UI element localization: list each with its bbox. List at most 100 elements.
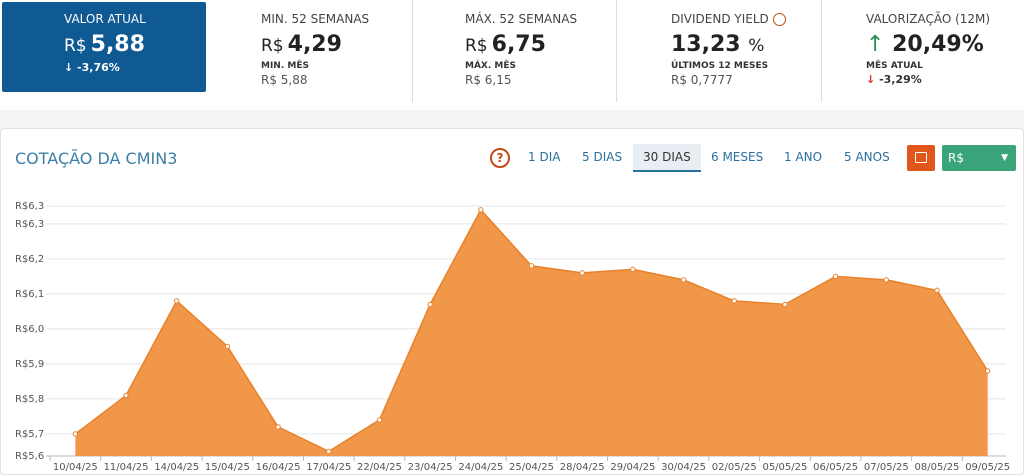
value: 5,88 <box>90 32 145 57</box>
sub-value: R$ 0,7777 <box>671 73 733 87</box>
point <box>731 298 737 304</box>
x-tick-label: 23/04/25 <box>408 462 453 473</box>
card-value: 13,23 % <box>671 32 786 57</box>
y-tick-label: R$5,8 <box>15 394 44 405</box>
calendar-button[interactable] <box>907 145 935 171</box>
point <box>275 424 281 430</box>
value: 4,29 <box>287 32 342 57</box>
sub-label: MIN. MÊS <box>261 61 309 71</box>
x-tick-label: 10/04/25 <box>53 462 98 473</box>
card-label: VALOR ATUAL <box>64 12 146 26</box>
point <box>224 343 231 350</box>
x-tick-label: 16/04/25 <box>256 462 301 473</box>
card: DIVIDEND YIELD 13,23 % ÚLTIMOS 12 MESES … <box>671 2 786 92</box>
separator <box>412 0 413 102</box>
card-label: MIN. 52 SEMANAS <box>261 12 370 26</box>
y-tick-label: R$6,0 <box>15 324 44 335</box>
point <box>326 448 332 455</box>
card: VALORIZAÇÃO (12M) ↑ 20,49% MÊS ATUAL ↓ -… <box>866 2 990 92</box>
x-tick-label: 15/04/25 <box>205 462 250 473</box>
x-tick-label: 02/05/25 <box>712 462 757 473</box>
x-tick-label: 08/05/25 <box>915 462 960 473</box>
card: VALOR ATUAL R$ 5,88 ↓ -3,76% <box>2 2 206 92</box>
card-value: R$ 4,29 <box>261 32 369 57</box>
change: ↓ -3,76% <box>64 61 120 74</box>
point <box>934 287 940 294</box>
y-tick-label: R$6,1 <box>15 289 44 300</box>
change-value: -3,29% <box>879 73 922 86</box>
range-button[interactable]: 30 DIAS <box>633 144 701 172</box>
card: MÁX. 52 SEMANAS R$ 6,75 MÁX. MÊS R$ 6,15 <box>465 2 577 92</box>
range-button[interactable]: 5 ANOS <box>844 150 890 164</box>
range-button[interactable]: 5 DIAS <box>582 150 623 164</box>
y-tick-label: R$5,6 <box>15 451 44 462</box>
summary: VALOR ATUAL R$ 5,88 ↓ -3,76% MIN. 52 SEMA… <box>0 0 1024 110</box>
x-tick-label: 07/05/25 <box>864 462 909 473</box>
x-tick-label: 30/04/25 <box>661 462 706 473</box>
x-tick-label: 24/04/25 <box>458 462 503 473</box>
x-tick-label: 05/05/25 <box>762 462 807 473</box>
point <box>579 270 585 276</box>
range-button[interactable]: 6 MESES <box>711 150 764 164</box>
separator <box>616 0 617 102</box>
unit: % <box>748 36 765 56</box>
point <box>376 417 383 423</box>
card-label: DIVIDEND YIELD <box>671 12 786 26</box>
area <box>75 209 988 456</box>
chart-panel: R$5,6 R$5,7 R$5,8 R$5,9 R$6,0 R$6,1 R$6,2 R$6,3… <box>0 128 1024 475</box>
point <box>427 301 433 308</box>
x-tick-label: 22/04/25 <box>357 462 402 473</box>
card-value: R$ 5,88 <box>64 32 206 57</box>
point <box>883 277 889 283</box>
card-label: MÁX. 52 SEMANAS <box>465 12 578 26</box>
point <box>72 431 79 437</box>
sub-value: R$ 5,88 <box>261 73 308 87</box>
chart-title: COTAÇÃO DA CMIN3 <box>15 149 178 168</box>
sub-value: R$ 6,15 <box>465 73 512 87</box>
y-tick-label: R$6,3 <box>15 219 44 230</box>
up-arrow: ↑ <box>866 32 885 57</box>
value: 6,75 <box>491 32 546 57</box>
help-icon[interactable]: ? <box>490 148 510 168</box>
point <box>782 301 788 308</box>
point <box>680 277 687 283</box>
y-tick-label: R$5,9 <box>15 359 44 370</box>
y-tick-label: R$6,3 <box>15 201 44 212</box>
card-value: R$ 6,75 <box>465 32 577 57</box>
x-tick-label: 06/05/25 <box>813 462 858 473</box>
value: 20,49% <box>892 32 984 57</box>
down-arrow: ↓ <box>866 73 876 86</box>
x-tick-label: 11/04/25 <box>104 462 149 473</box>
help-icon[interactable] <box>772 13 786 26</box>
value: 13,23 <box>671 32 741 57</box>
x-tick-label: 09/05/25 <box>965 462 1010 473</box>
point <box>984 368 991 374</box>
y-tick-label: R$5,7 <box>15 429 44 440</box>
point <box>478 207 484 213</box>
range-button[interactable]: 1 ANO <box>784 150 823 164</box>
card-value: ↑ 20,49% <box>866 32 990 57</box>
card-label: VALORIZAÇÃO (12M) <box>866 12 991 26</box>
x-tick-label: 14/04/25 <box>154 462 199 473</box>
currency: R$ <box>261 36 284 56</box>
sub-label: MÁX. MÊS <box>465 61 516 71</box>
x-tick-label: 25/04/25 <box>509 462 554 473</box>
range-button[interactable]: 1 DIA <box>528 150 561 164</box>
currency: R$ <box>64 36 87 56</box>
sub-value: ↓ -3,29% <box>866 73 990 86</box>
currency-select[interactable]: R$ ▼ <box>942 145 1016 171</box>
label-text: DIVIDEND YIELD <box>671 12 769 26</box>
sub-label: MÊS ATUAL <box>866 61 923 71</box>
separator <box>821 0 822 102</box>
change-value: -3,76% <box>77 61 120 74</box>
x-tick-label: 29/04/25 <box>610 462 655 473</box>
x-tick-label: 28/04/25 <box>560 462 605 473</box>
point <box>174 298 180 304</box>
y-tick-label: R$6,2 <box>15 254 44 265</box>
currency: R$ <box>465 36 488 56</box>
point <box>832 273 839 280</box>
x-tick-label: 17/04/25 <box>306 462 351 473</box>
point <box>528 263 535 269</box>
